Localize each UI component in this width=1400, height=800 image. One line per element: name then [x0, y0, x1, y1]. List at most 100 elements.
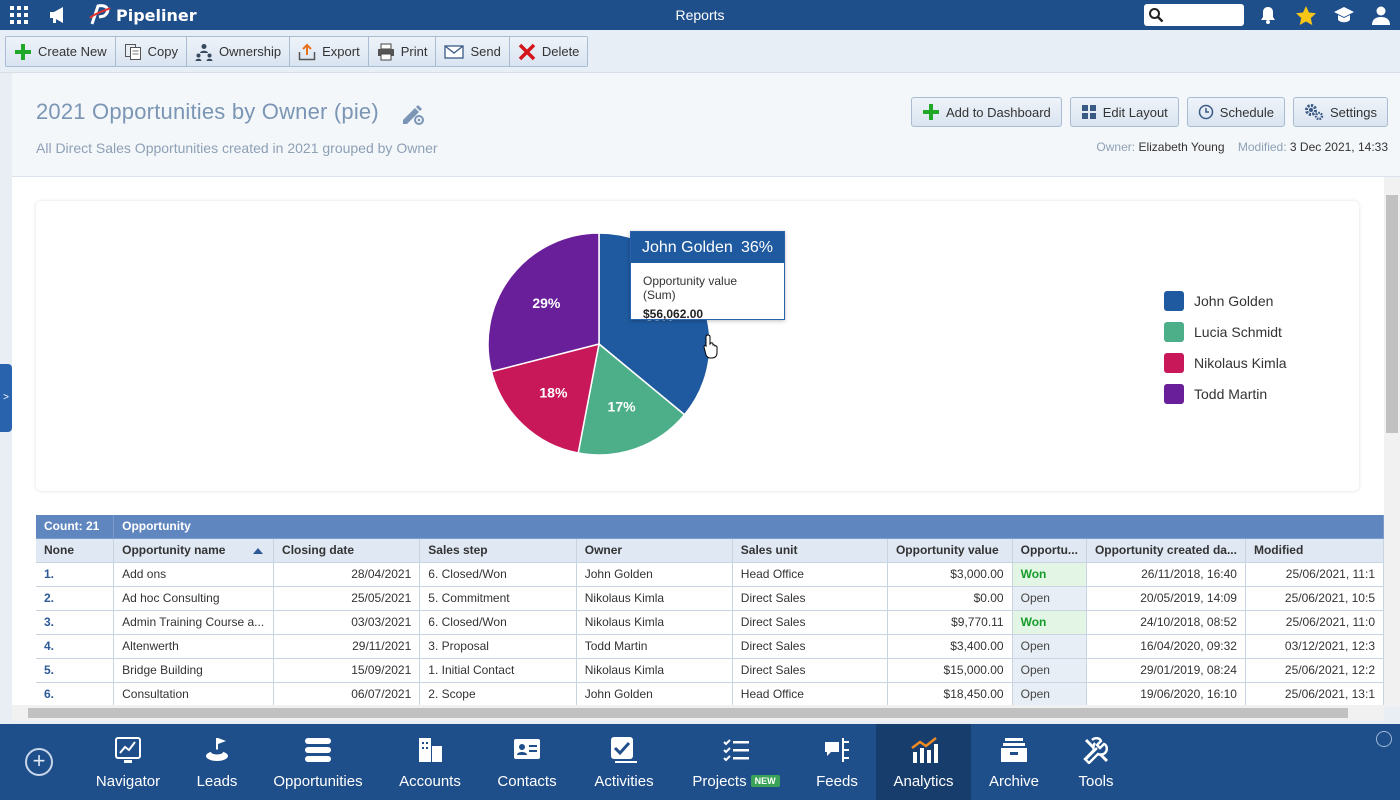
table-cell: 24/10/2018, 08:52 — [1086, 610, 1246, 635]
report-subtitle: All Direct Sales Opportunities created i… — [36, 140, 438, 156]
favorites-star-icon[interactable] — [1295, 5, 1317, 29]
table-cell[interactable]: Bridge Building — [113, 658, 275, 683]
pie-slice[interactable] — [487, 232, 600, 373]
settings-button[interactable]: Settings — [1293, 97, 1388, 127]
table-row[interactable]: 6. Consultation 06/07/2021 2. Scope John Gol… — [36, 682, 1384, 707]
delete-button[interactable]: Delete — [509, 37, 588, 66]
add-to-dashboard-label: Add to Dashboard — [945, 104, 1051, 120]
table-row[interactable]: 2. Ad hoc Consulting 25/05/2021 5. Commitme… — [36, 586, 1384, 611]
table-cell: 25/06/2021, 11:1 — [1245, 562, 1384, 587]
collapse-nav-icon[interactable] — [1376, 731, 1392, 747]
table-cell: Nikolaus Kimla — [576, 610, 733, 635]
side-panel-toggle[interactable]: > — [0, 364, 12, 432]
table-cell: 26/11/2018, 16:40 — [1086, 562, 1246, 587]
table-cell: Direct Sales — [732, 586, 888, 611]
search-input[interactable] — [1144, 4, 1244, 26]
send-button[interactable]: Send — [436, 37, 510, 66]
quick-add-button[interactable]: + — [25, 748, 53, 776]
create-new-label: Create New — [38, 44, 107, 59]
column-header[interactable]: Opportunity name — [113, 538, 275, 563]
table-cell[interactable]: Consultation — [113, 682, 275, 707]
user-profile-icon[interactable] — [1371, 5, 1391, 28]
horizontal-scroll-thumb[interactable] — [28, 708, 1348, 718]
pie-slice-label: 17% — [608, 399, 637, 415]
nav-item-analytics[interactable]: Analytics — [876, 724, 971, 800]
column-header[interactable]: Opportunity created da... — [1086, 538, 1246, 563]
nav-item-tools[interactable]: Tools — [1062, 724, 1130, 800]
column-header[interactable]: Owner — [576, 538, 733, 563]
column-header[interactable]: Closing date — [273, 538, 421, 563]
edit-report-icon[interactable] — [400, 101, 426, 130]
nav-item-opportunities[interactable]: Opportunities — [263, 724, 373, 800]
feeds-icon — [825, 738, 849, 762]
nav-item-label-row: Tools — [1078, 773, 1113, 790]
nav-item-accounts[interactable]: Accounts — [384, 724, 476, 800]
bottom-navigation: + Navigator Leads Opportunities Accounts Con… — [0, 724, 1400, 800]
leads-icon — [206, 738, 228, 761]
table-cell[interactable]: Altenwerth — [113, 634, 275, 659]
ownership-button[interactable]: Ownership — [187, 37, 291, 66]
nav-item-navigator[interactable]: Navigator — [90, 724, 166, 800]
tooltip-metric: Opportunity value (Sum) — [643, 274, 738, 302]
table-cell[interactable]: Admin Training Course a... — [113, 610, 275, 635]
legend-item[interactable]: John Golden — [1164, 285, 1287, 316]
table-cell: $18,450.00 — [887, 682, 1013, 707]
table-cell: 15/09/2021 — [273, 658, 421, 683]
column-header[interactable]: Sales unit — [732, 538, 888, 563]
nav-item-label: Activities — [594, 773, 654, 790]
row-number: 5. — [36, 658, 115, 683]
academy-cap-icon[interactable] — [1333, 5, 1355, 28]
megaphone-icon[interactable] — [48, 6, 70, 27]
table-cell[interactable]: Add ons — [113, 562, 275, 587]
table-row[interactable]: 3. Admin Training Course a... 03/03/2021 6.… — [36, 610, 1384, 635]
column-header[interactable]: None — [36, 538, 115, 563]
table-cell: 25/06/2021, 13:1 — [1245, 682, 1384, 707]
archive-icon — [1001, 738, 1027, 762]
send-label: Send — [470, 44, 501, 59]
edit-layout-button[interactable]: Edit Layout — [1069, 97, 1179, 127]
chevron-right-icon: > — [3, 392, 9, 403]
print-icon — [377, 43, 394, 60]
vertical-scrollbar[interactable] — [1384, 177, 1400, 707]
print-button[interactable]: Print — [368, 37, 437, 66]
legend-item[interactable]: Lucia Schmidt — [1164, 316, 1287, 347]
legend-swatch — [1164, 290, 1184, 311]
vertical-scroll-thumb[interactable] — [1386, 195, 1398, 433]
copy-label: Copy — [147, 44, 178, 59]
nav-item-contacts[interactable]: Contacts — [484, 724, 570, 800]
apps-grid-icon[interactable] — [10, 6, 28, 24]
pie-slice[interactable] — [577, 342, 686, 456]
column-header[interactable]: Sales step — [419, 538, 577, 563]
legend-item[interactable]: Nikolaus Kimla — [1164, 347, 1287, 378]
nav-item-projects[interactable]: Projects NEW — [678, 724, 794, 800]
add-to-dashboard-button[interactable]: Add to Dashboard — [910, 97, 1062, 127]
action-toolbar: Create New Copy Ownership Export Print S… — [0, 30, 1400, 73]
pie-slice[interactable] — [490, 342, 600, 454]
nav-item-feeds[interactable]: Feeds — [804, 724, 870, 800]
nav-item-leads[interactable]: Leads — [190, 724, 244, 800]
plus-icon — [15, 43, 31, 60]
copy-button[interactable]: Copy — [115, 37, 187, 66]
table-row[interactable]: 4. Altenwerth 29/11/2021 3. Proposal Todd Ma… — [36, 634, 1384, 659]
horizontal-scrollbar[interactable] — [12, 705, 1384, 721]
schedule-button[interactable]: Schedule — [1186, 97, 1286, 127]
report-actions: Add to Dashboard Edit Layout Schedule Se… — [910, 97, 1388, 127]
column-header-label: Opportunity name — [122, 543, 226, 557]
app-logo[interactable]: Pipeliner — [88, 4, 197, 26]
table-row[interactable]: 1. Add ons 28/04/2021 6. Closed/Won John Gol… — [36, 562, 1384, 587]
legend-item[interactable]: Todd Martin — [1164, 378, 1287, 409]
create-new-button[interactable]: Create New — [6, 37, 116, 66]
nav-item-activities[interactable]: Activities — [580, 724, 668, 800]
table-row[interactable]: 5. Bridge Building 15/09/2021 1. Initial Co… — [36, 658, 1384, 683]
table-cell: 29/11/2021 — [273, 634, 421, 659]
group-title: Opportunity — [113, 515, 1384, 539]
edit-layout-label: Edit Layout — [1102, 104, 1168, 120]
column-header[interactable]: Opportunity value — [887, 538, 1013, 563]
column-header[interactable]: Opportu... — [1012, 538, 1087, 563]
bell-icon[interactable] — [1258, 5, 1278, 28]
column-header[interactable]: Modified — [1245, 538, 1384, 563]
report-meta: Owner: Elizabeth Young Modified: 3 Dec 2… — [1096, 140, 1388, 154]
export-button[interactable]: Export — [290, 37, 369, 66]
nav-item-archive[interactable]: Archive — [980, 724, 1048, 800]
table-cell[interactable]: Ad hoc Consulting — [113, 586, 275, 611]
